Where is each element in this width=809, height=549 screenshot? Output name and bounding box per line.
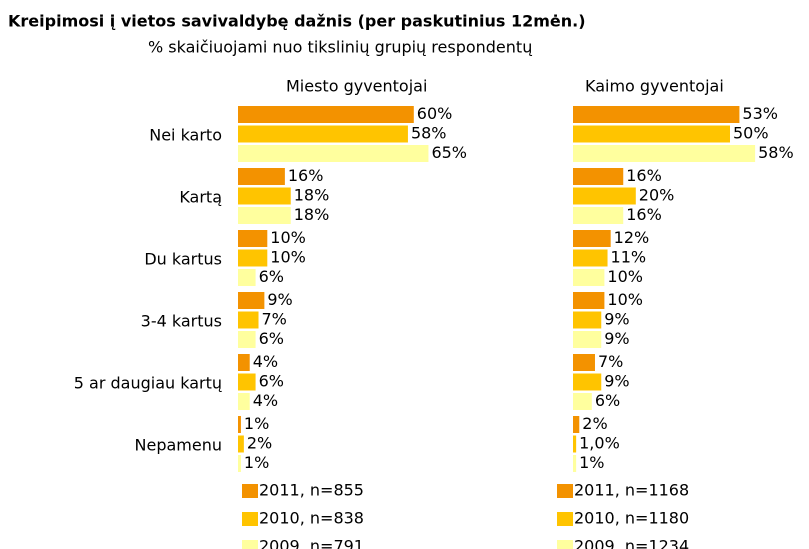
category-label: 3-4 kartus — [141, 312, 222, 331]
bar — [573, 187, 636, 205]
bar — [238, 106, 414, 123]
value-label: 20% — [639, 186, 675, 205]
value-label: 9% — [604, 329, 629, 348]
bar — [573, 292, 605, 309]
legend-swatch — [242, 484, 258, 498]
bar — [238, 168, 285, 185]
legend-label: 2010, n=1180 — [574, 509, 689, 528]
category-label: Kartą — [179, 188, 222, 207]
bar — [573, 373, 602, 391]
legend-swatch — [557, 540, 573, 549]
bar — [573, 455, 577, 472]
category-label: 5 ar daugiau kartų — [74, 374, 222, 393]
bar — [573, 393, 592, 410]
bar — [573, 269, 605, 286]
bar — [238, 145, 429, 162]
value-label: 10% — [607, 290, 643, 309]
category-label: Du kartus — [144, 250, 222, 269]
bar — [573, 354, 595, 371]
bar — [573, 106, 740, 123]
bar — [573, 207, 624, 224]
chart-subtitle: % skaičiuojami nuo tikslinių grupių resp… — [148, 38, 532, 57]
chart-title: Kreipimosi į vietos savivaldybę dažnis (… — [8, 12, 586, 31]
bar — [573, 435, 577, 453]
value-label: 9% — [604, 372, 629, 391]
bar — [238, 207, 291, 224]
bar — [238, 331, 256, 348]
value-label: 6% — [259, 267, 284, 286]
value-label: 16% — [288, 166, 324, 185]
bar — [238, 249, 268, 267]
bar — [238, 311, 259, 329]
panel-title: Kaimo gyventojai — [585, 77, 724, 96]
value-label: 18% — [294, 186, 330, 205]
bar — [238, 455, 241, 472]
legend-swatch — [242, 512, 258, 526]
value-label: 1% — [244, 414, 269, 433]
value-label: 6% — [259, 329, 284, 348]
bar — [573, 230, 611, 247]
legend-swatch — [557, 512, 573, 526]
bar — [238, 393, 250, 410]
value-label: 6% — [595, 391, 620, 410]
value-label: 2% — [582, 414, 607, 433]
value-label: 58% — [758, 143, 794, 162]
value-label: 1,0% — [579, 434, 620, 453]
bar — [573, 331, 602, 348]
bar — [238, 125, 408, 143]
legend-label: 2011, n=855 — [259, 481, 364, 500]
bar — [238, 435, 244, 453]
bar — [573, 311, 602, 329]
bar — [573, 249, 608, 267]
bar — [238, 187, 291, 205]
value-label: 10% — [270, 228, 306, 247]
value-label: 60% — [417, 104, 453, 123]
value-label: 1% — [244, 453, 269, 472]
bar — [573, 168, 624, 185]
category-label: Nepamenu — [135, 436, 222, 455]
value-label: 16% — [626, 166, 662, 185]
panel-title: Miesto gyventojai — [286, 77, 427, 96]
legend-swatch — [242, 540, 258, 549]
value-label: 12% — [614, 228, 650, 247]
value-label: 1% — [579, 453, 604, 472]
value-label: 18% — [294, 205, 330, 224]
value-label: 53% — [742, 104, 778, 123]
bar — [238, 416, 241, 433]
value-label: 9% — [604, 310, 629, 329]
value-label: 7% — [262, 310, 287, 329]
value-label: 65% — [431, 143, 467, 162]
bar — [238, 269, 256, 286]
legend-label: 2009, n=791 — [259, 537, 364, 549]
value-label: 7% — [598, 352, 623, 371]
bar — [238, 373, 256, 391]
value-label: 9% — [267, 290, 292, 309]
value-label: 58% — [411, 124, 447, 143]
bar — [238, 354, 250, 371]
value-label: 10% — [270, 248, 306, 267]
category-label: Nei karto — [149, 126, 222, 145]
value-label: 11% — [611, 248, 647, 267]
value-label: 16% — [626, 205, 662, 224]
bar — [573, 145, 756, 162]
bar — [238, 292, 265, 309]
legend-label: 2009, n=1234 — [574, 537, 689, 549]
legend-swatch — [557, 484, 573, 498]
value-label: 10% — [607, 267, 643, 286]
bar — [238, 230, 268, 247]
value-label: 4% — [253, 352, 278, 371]
value-label: 4% — [253, 391, 278, 410]
bar — [573, 416, 580, 433]
value-label: 50% — [733, 124, 769, 143]
legend-label: 2010, n=838 — [259, 509, 364, 528]
bar — [573, 125, 730, 143]
legend-label: 2011, n=1168 — [574, 481, 689, 500]
value-label: 6% — [259, 372, 284, 391]
value-label: 2% — [247, 434, 272, 453]
